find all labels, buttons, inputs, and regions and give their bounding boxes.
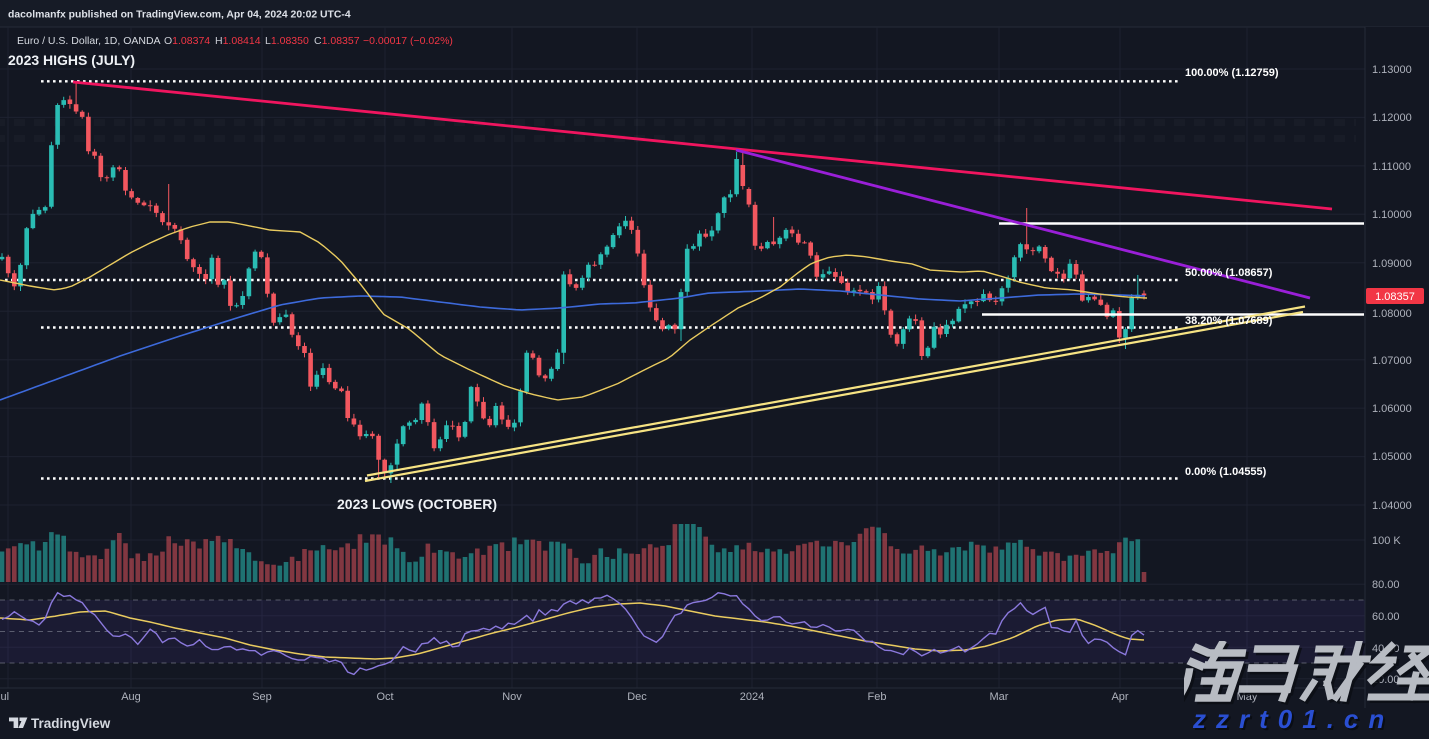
svg-text:Jul: Jul — [0, 691, 9, 703]
svg-text:2023 HIGHS (JULY): 2023 HIGHS (JULY) — [8, 52, 135, 68]
svg-text:50.00% (1.08657): 50.00% (1.08657) — [1185, 267, 1273, 279]
svg-text:100 K: 100 K — [1372, 535, 1401, 547]
svg-text:0.00% (1.04555): 0.00% (1.04555) — [1185, 466, 1267, 478]
svg-text:2023 LOWS (OCTOBER): 2023 LOWS (OCTOBER) — [337, 496, 497, 512]
svg-text:100.00% (1.12759): 100.00% (1.12759) — [1185, 67, 1279, 79]
svg-text:Mar: Mar — [990, 691, 1009, 703]
svg-text:1.11000: 1.11000 — [1372, 161, 1411, 173]
svg-text:Apr: Apr — [1111, 691, 1128, 703]
svg-text:1.06000: 1.06000 — [1372, 403, 1412, 415]
svg-text:Oct: Oct — [376, 691, 393, 703]
svg-text:Sep: Sep — [252, 691, 272, 703]
svg-text:Nov: Nov — [502, 691, 522, 703]
svg-text:60.00: 60.00 — [1372, 611, 1400, 623]
svg-text:2024: 2024 — [740, 691, 764, 703]
svg-text:1.12000: 1.12000 — [1372, 112, 1412, 124]
svg-text:1.10000: 1.10000 — [1372, 209, 1412, 221]
svg-text:dacolmanfx published on Tradin: dacolmanfx published on TradingView.com,… — [8, 10, 351, 21]
svg-text:1.09000: 1.09000 — [1372, 258, 1412, 270]
svg-text:1.04000: 1.04000 — [1372, 500, 1412, 512]
svg-text:1.13000: 1.13000 — [1372, 64, 1412, 76]
svg-text:Aug: Aug — [121, 691, 141, 703]
svg-text:1.05000: 1.05000 — [1372, 451, 1412, 463]
svg-text:1.08357: 1.08357 — [1375, 291, 1415, 303]
svg-text:TradingView: TradingView — [31, 716, 111, 731]
svg-text:Feb: Feb — [868, 691, 887, 703]
svg-text:1.08000: 1.08000 — [1372, 308, 1412, 320]
svg-text:1.07000: 1.07000 — [1372, 355, 1412, 367]
svg-text:80.00: 80.00 — [1372, 579, 1400, 591]
svg-text:38.20% (1.07689): 38.20% (1.07689) — [1185, 315, 1273, 327]
svg-text:Dec: Dec — [627, 691, 647, 703]
